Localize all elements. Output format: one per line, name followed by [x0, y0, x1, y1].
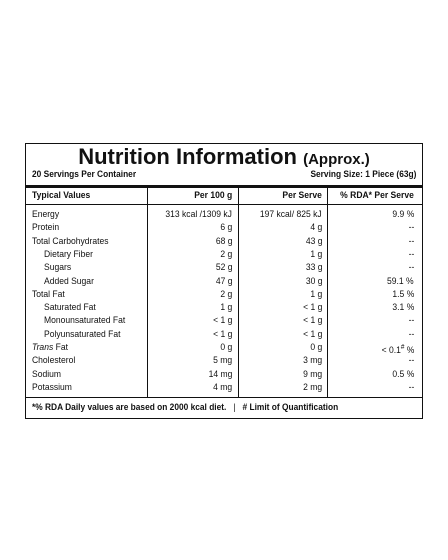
cell: -- — [408, 248, 414, 260]
cell: -- — [408, 262, 414, 274]
column-rule — [238, 187, 239, 398]
cell: < 1 g — [302, 315, 322, 327]
cell: 43 g — [305, 235, 322, 247]
cell: 59.1 % — [387, 275, 414, 287]
cell: 3 mg — [302, 355, 322, 367]
cell: < 1 g — [212, 328, 232, 340]
cell-value: < 0.1 — [381, 345, 401, 357]
cell: -- — [408, 328, 414, 340]
rule-thick — [26, 185, 422, 188]
row-label: Total Fat — [32, 289, 65, 301]
cell: < 1 g — [302, 328, 322, 340]
row-label: Total Carbohydrates — [32, 236, 109, 248]
cell: 33 g — [305, 262, 322, 274]
cell: 313 kcal /1309 kJ — [165, 209, 232, 220]
cell: 4 mg — [212, 381, 232, 393]
cell: 2 g — [220, 288, 232, 300]
title-line: Nutrition Information (Approx.) — [0, 145, 448, 172]
row-label: Potassium — [32, 382, 72, 394]
cell-mark: # — [400, 344, 405, 351]
cell: 14 mg — [208, 368, 232, 380]
cell: 3.1 % — [392, 302, 414, 314]
footer: *% RDA Daily values are based on 2000 kc… — [32, 402, 338, 414]
title-note: (Approx.) — [303, 151, 370, 168]
rule — [26, 397, 422, 398]
row-label: Dietary Fiber — [44, 249, 93, 261]
row-label-text: Dietary Fiber — [44, 248, 93, 260]
cell: < 1 g — [212, 315, 232, 327]
cell: 5 mg — [212, 355, 232, 367]
cell: 9 mg — [302, 368, 322, 380]
column-rule — [147, 187, 148, 398]
separator: | — [233, 402, 236, 413]
row-label-text: Added Sugar — [44, 275, 94, 287]
cell: 0 g — [220, 342, 232, 353]
cell: -- — [408, 235, 414, 247]
serving-size: Serving Size: 1 Piece (63g) — [310, 169, 416, 180]
column-rule — [327, 187, 328, 398]
rule — [26, 204, 422, 205]
cell: 1 g — [310, 248, 322, 260]
row-label-italic: Trans — [32, 342, 54, 353]
row-label: Cholesterol — [32, 355, 75, 367]
cell: 1 g — [220, 302, 232, 314]
footer-note: # Limit of Quantification — [242, 402, 339, 413]
row-label: Energy — [32, 209, 59, 221]
row-label: Protein — [32, 222, 59, 234]
row-label-text: Protein — [32, 222, 60, 234]
row-label: Sodium — [32, 369, 61, 381]
column-header: Per 100 g — [193, 190, 232, 201]
row-label: Polyunsaturated Fat — [44, 329, 121, 341]
servings: 20 Servings Per Container — [32, 169, 137, 180]
row-label-text: Saturated Fat — [44, 302, 96, 314]
cell: 9.9 % — [392, 209, 414, 220]
cell: 6 g — [220, 222, 232, 234]
cell: -- — [408, 315, 414, 327]
cell: 0 g — [310, 342, 322, 353]
cell: < 1 g — [302, 302, 322, 314]
column-header: Typical Values — [32, 190, 91, 201]
row-label-text: Total Carbohydrates — [32, 235, 109, 247]
row-label-text: Fat — [55, 342, 68, 353]
cell: 197 kcal/ 825 kJ — [260, 209, 322, 220]
row-label-text: Monounsaturated Fat — [44, 315, 126, 327]
cell: 47 g — [215, 275, 232, 287]
row-label-text: Energy — [32, 209, 60, 220]
row-label: Saturated Fat — [44, 302, 96, 314]
cell: 52 g — [215, 262, 232, 274]
row-label-text: Polyunsaturated Fat — [44, 328, 121, 340]
label-box — [25, 143, 423, 419]
row-label-text: Potassium — [32, 381, 72, 393]
row-label-text: Cholesterol — [32, 355, 76, 367]
cell: 2 g — [220, 248, 232, 260]
cell: -- — [408, 355, 414, 367]
column-header: % RDA* Per Serve — [340, 190, 414, 201]
row-label: Sugars — [44, 262, 71, 274]
cell: -- — [408, 222, 414, 234]
cell: -- — [408, 381, 414, 393]
row-label: Monounsaturated Fat — [44, 315, 125, 327]
row-label-text: Sodium — [32, 368, 61, 380]
column-header: Per Serve — [282, 190, 322, 201]
row-label: Trans Fat — [32, 342, 68, 354]
row-label: Added Sugar — [44, 276, 94, 288]
cell-unit: % — [406, 345, 414, 357]
cell: 1.5 % — [392, 288, 414, 300]
footer-note: *% RDA Daily values are based on 2000 kc… — [32, 402, 227, 413]
cell: 68 g — [215, 235, 232, 247]
row-label-text: Total Fat — [32, 288, 65, 300]
cell: 0.5 % — [392, 368, 414, 380]
cell: 1 g — [310, 288, 322, 300]
cell: 2 mg — [302, 381, 322, 393]
cell: 4 g — [310, 222, 322, 234]
row-label-text: Sugars — [44, 262, 72, 274]
cell: 30 g — [305, 275, 322, 287]
cell: < 0.1# % — [381, 342, 414, 357]
title: Nutrition Information — [78, 144, 297, 169]
